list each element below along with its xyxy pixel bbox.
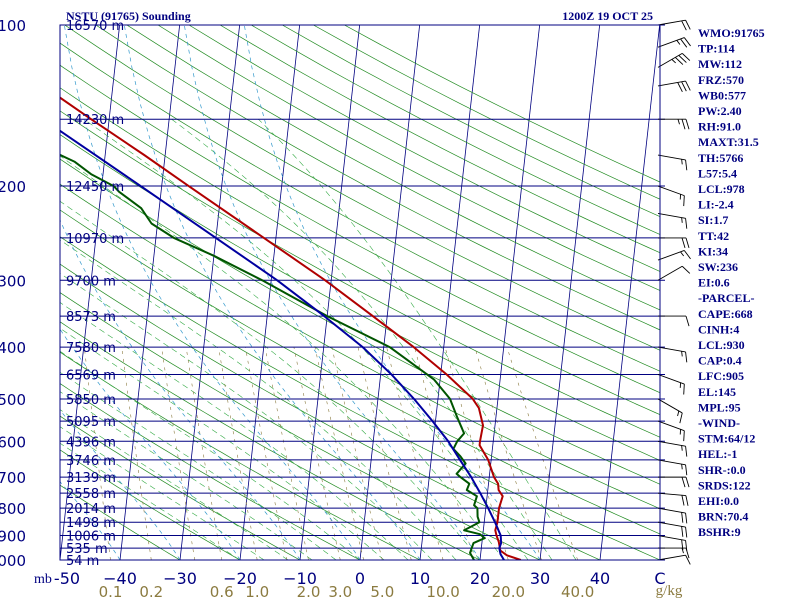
sounding-index: CAP:0.4 — [698, 354, 742, 368]
pressure-tick-label: 600 — [0, 433, 26, 451]
sounding-index: -WIND- — [698, 416, 740, 430]
height-label: 10970 m — [66, 232, 124, 247]
mixing-ratio-tick-label: 0.2 — [139, 583, 163, 600]
sounding-index: LCL:978 — [698, 182, 745, 196]
sounding-index: TP:114 — [698, 42, 735, 56]
mixing-ratio-tick-label: 0.6 — [210, 583, 234, 600]
wind-barb-feather — [684, 384, 685, 394]
wind-barb-feather — [684, 196, 685, 206]
wind-barb-half-feather — [682, 445, 683, 450]
mixing-ratio-tick-label: 0.1 — [99, 583, 123, 600]
sounding-index: EL:145 — [698, 385, 736, 399]
sounding-index: HEL:-1 — [698, 447, 737, 461]
height-label: 9700 m — [66, 274, 116, 289]
height-label: 2558 m — [66, 487, 116, 502]
sounding-index: BRN:70.4 — [698, 510, 748, 524]
sounding-index: RH:91.0 — [698, 120, 741, 134]
sounding-index: CAPE:668 — [698, 307, 753, 321]
height-label: 2014 m — [66, 502, 116, 517]
valid-time: 1200Z 19 OCT 25 — [562, 9, 653, 23]
sounding-index: STM:64/12 — [698, 432, 755, 446]
pressure-tick-label: 100 — [0, 17, 26, 35]
sounding-index: WMO:91765 — [698, 26, 765, 40]
height-label: 5850 m — [66, 393, 116, 408]
pressure-tick-label: 300 — [0, 272, 26, 290]
y-axis-unit-label: mb — [34, 572, 52, 587]
pressure-tick-label: 400 — [0, 339, 26, 357]
pressure-tick-label: 700 — [0, 469, 26, 487]
sounding-index: CINH:4 — [698, 322, 739, 336]
sounding-index: MW:112 — [698, 57, 742, 71]
wind-barb-half-feather — [682, 159, 683, 164]
height-label: 12450 m — [66, 180, 124, 195]
sounding-index: SI:1.7 — [698, 213, 728, 227]
height-label: 3746 m — [66, 454, 116, 469]
sounding-index: -PARCEL- — [698, 291, 754, 305]
temperature-tick-label: −30 — [163, 569, 197, 588]
height-label: 6569 m — [66, 368, 116, 383]
pressure-tick-label: 800 — [0, 500, 26, 518]
sounding-index: MAXT:31.5 — [698, 135, 759, 149]
height-label: 8573 m — [66, 310, 116, 325]
sounding-index: LFC:905 — [698, 369, 744, 383]
temperature-tick-label: 0 — [355, 569, 365, 588]
wind-barb-half-feather — [682, 351, 683, 356]
height-label: 7580 m — [66, 341, 116, 356]
pressure-tick-label: 500 — [0, 391, 26, 409]
height-label: 54 m — [66, 554, 99, 569]
pressure-tick-label: 1000 — [0, 552, 26, 570]
sounding-index: PW:2.40 — [698, 104, 742, 118]
mixing-ratio-tick-label: 20.0 — [492, 583, 525, 600]
height-label: 5095 m — [66, 415, 116, 430]
sounding-index: TH:5766 — [698, 151, 743, 165]
wind-barb-feather — [684, 431, 685, 441]
wind-barb-half-feather — [682, 218, 683, 223]
wind-barb-half-feather — [682, 464, 683, 469]
sounding-index: SHR-:0.0 — [698, 463, 746, 477]
mixing-ratio-tick-label: 2.0 — [297, 583, 321, 600]
sounding-index: L57:5.4 — [698, 166, 737, 180]
chart-title: NSTU (91765) Sounding — [66, 9, 191, 23]
sounding-index: SW:236 — [698, 260, 738, 274]
sounding-index: TT:42 — [698, 229, 729, 243]
mixing-ratio-tick-label: 5.0 — [370, 583, 394, 600]
mixing-ratio-tick-label: 10.0 — [426, 583, 459, 600]
sounding-index: EI:0.6 — [698, 276, 730, 290]
temperature-tick-label: -50 — [54, 569, 80, 588]
height-label: 4396 m — [66, 435, 116, 450]
height-label: 14230 m — [66, 113, 124, 128]
temperature-tick-label: 30 — [530, 569, 550, 588]
mixing-ratio-tick-label: 1.0 — [245, 583, 269, 600]
mixing-ratio-tick-label: 40.0 — [561, 583, 594, 600]
sounding-index: LI:-2.4 — [698, 198, 734, 212]
mixing-ratio-tick-label: 3.0 — [328, 583, 352, 600]
mixing-ratio-unit-label: g/kg — [656, 583, 683, 599]
height-label: 3139 m — [66, 471, 116, 486]
sounding-index: BSHR:9 — [698, 525, 741, 539]
sounding-index: MPL:95 — [698, 400, 741, 414]
pressure-tick-label: 200 — [0, 178, 26, 196]
temperature-tick-label: 20 — [470, 569, 490, 588]
sounding-index: FRZ:570 — [698, 73, 744, 87]
sounding-index: EHI:0.0 — [698, 494, 739, 508]
pressure-tick-label: 900 — [0, 528, 26, 546]
sounding-index: LCL:930 — [698, 338, 745, 352]
sounding-index: SRDS:122 — [698, 478, 751, 492]
sounding-index: WB0:577 — [698, 88, 746, 102]
sounding-index: KI:34 — [698, 244, 728, 258]
